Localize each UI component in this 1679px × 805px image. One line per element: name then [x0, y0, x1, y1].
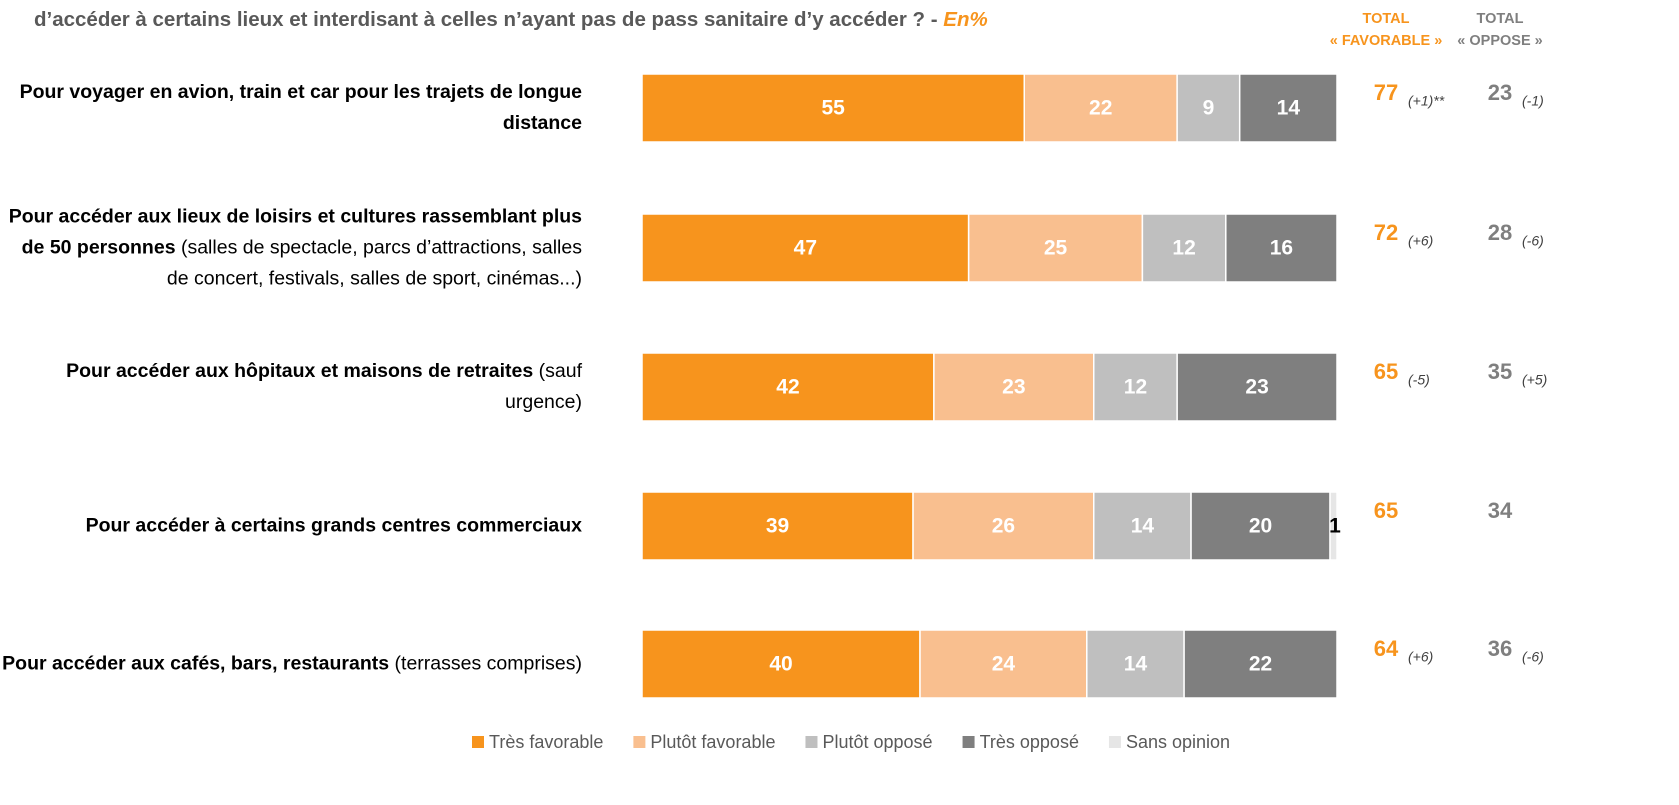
value-label: 22 [1089, 97, 1112, 120]
value-label: 47 [794, 237, 817, 260]
total-change: (-6) [1522, 233, 1544, 249]
bar-segment [1329, 491, 1338, 561]
total-change: (-1) [1522, 93, 1544, 109]
value-label: 23 [1002, 376, 1025, 399]
bar-segment [1093, 491, 1192, 561]
value-label: 20 [1249, 515, 1272, 538]
total-value: 64 [1374, 636, 1399, 661]
value-label: 12 [1172, 237, 1195, 260]
bar-segment [641, 491, 914, 561]
total-change: (+6) [1408, 649, 1433, 665]
total-change: (-5) [1408, 372, 1430, 388]
legend-label: Très opposé [980, 732, 1079, 752]
chart-title: d’accéder à certains lieux et interdisan… [34, 8, 988, 32]
legend: Très favorable Plutôt favorable Plutôt opp… [472, 732, 1230, 752]
value-label: 26 [992, 515, 1015, 538]
legend-swatch [1108, 736, 1121, 748]
category-label-main: Pour accéder aux lieux de loisirs et cul… [8, 205, 582, 259]
totals-header: TOTAL « OPPOSE » [1420, 8, 1580, 52]
legend-label: Plutôt favorable [650, 732, 775, 752]
value-label: 39 [766, 515, 789, 538]
category-label-detail: (sauf urgence) [505, 360, 582, 413]
bar-segment [1225, 213, 1338, 283]
value-label: 14 [1131, 515, 1155, 538]
total-value: 23 [1488, 80, 1512, 105]
value-label: 24 [992, 653, 1016, 676]
category-label-main: Pour accéder aux cafés, bars, restaurant… [2, 652, 390, 675]
total-change: (+6) [1408, 233, 1433, 249]
total-value: 28 [1488, 220, 1512, 245]
value-label: 16 [1270, 237, 1293, 260]
bar-segment [641, 629, 921, 699]
total-value: 35 [1488, 359, 1512, 384]
bar-segment [1086, 629, 1185, 699]
bar-segment [933, 352, 1095, 422]
bar-segment [1183, 629, 1338, 699]
value-label: 22 [1249, 653, 1272, 676]
legend-swatch [472, 736, 484, 748]
totals-header-line: « FAVORABLE » [1329, 33, 1443, 49]
bar-segment [1141, 213, 1227, 283]
totals-header-line: TOTAL [1476, 11, 1524, 27]
bar-segment [1176, 352, 1338, 422]
total-value: 34 [1488, 498, 1513, 523]
legend-swatch [633, 736, 646, 748]
value-label: 14 [1277, 97, 1301, 120]
value-label: 55 [821, 97, 845, 120]
value-label: 14 [1124, 653, 1148, 676]
value-label: 9 [1203, 97, 1215, 120]
legend-label: Sans opinion [1126, 732, 1230, 752]
title-unit: En% [943, 8, 988, 31]
value-label: 40 [769, 653, 792, 676]
total-value: 65 [1374, 359, 1398, 384]
total-value: 36 [1488, 636, 1512, 661]
category-label-detail: (salles de spectacle, parcs d’attraction… [166, 236, 582, 290]
category-label: Pour accéder aux cafés, bars, restaurant… [0, 649, 582, 680]
bar-segment [967, 213, 1144, 283]
total-value: 65 [1374, 498, 1398, 523]
totals-header: TOTAL « FAVORABLE » [1306, 8, 1466, 52]
legend-label: Très favorable [489, 732, 603, 752]
value-label: 12 [1124, 376, 1147, 399]
bar-segment [641, 352, 935, 422]
total-change: (+1)** [1408, 93, 1445, 109]
value-label: 25 [1044, 237, 1068, 260]
total-value: 77 [1374, 80, 1398, 105]
category-label-detail: (terrasses comprises) [394, 652, 582, 675]
title-text: d’accéder à certains lieux et interdisan… [34, 8, 938, 31]
total-change: (+5) [1522, 372, 1547, 388]
category-label: Pour accéder aux lieux de loisirs et cul… [0, 202, 582, 295]
bar-segment [1238, 73, 1338, 143]
bar-segment [641, 213, 970, 283]
category-label-main: Pour voyager en avion, train et car pour… [19, 81, 582, 134]
category-label: Pour voyager en avion, train et car pour… [0, 77, 582, 139]
value-label: 1 [1329, 515, 1341, 538]
legend-swatch [962, 736, 975, 748]
total-value: 72 [1374, 220, 1398, 245]
category-label-main: Pour accéder aux hôpitaux et maisons de … [66, 360, 534, 382]
bar-segment [641, 73, 1025, 143]
legend-swatch [805, 736, 818, 748]
legend-label: Plutôt opposé [822, 732, 932, 752]
totals-header-line: TOTAL [1362, 11, 1410, 27]
bar-segment [1093, 352, 1178, 422]
category-label: Pour accéder aux hôpitaux et maisons de … [0, 356, 582, 418]
total-change: (-6) [1522, 649, 1544, 665]
value-label: 42 [776, 376, 799, 399]
bar-segment [1176, 73, 1241, 143]
category-label-main: Pour accéder à certains grands centres c… [85, 514, 582, 537]
value-label: 23 [1245, 376, 1268, 399]
totals-header-line: « OPPOSE » [1457, 33, 1543, 49]
category-label: Pour accéder à certains grands centres c… [0, 511, 582, 542]
bar-segment [1023, 73, 1178, 143]
